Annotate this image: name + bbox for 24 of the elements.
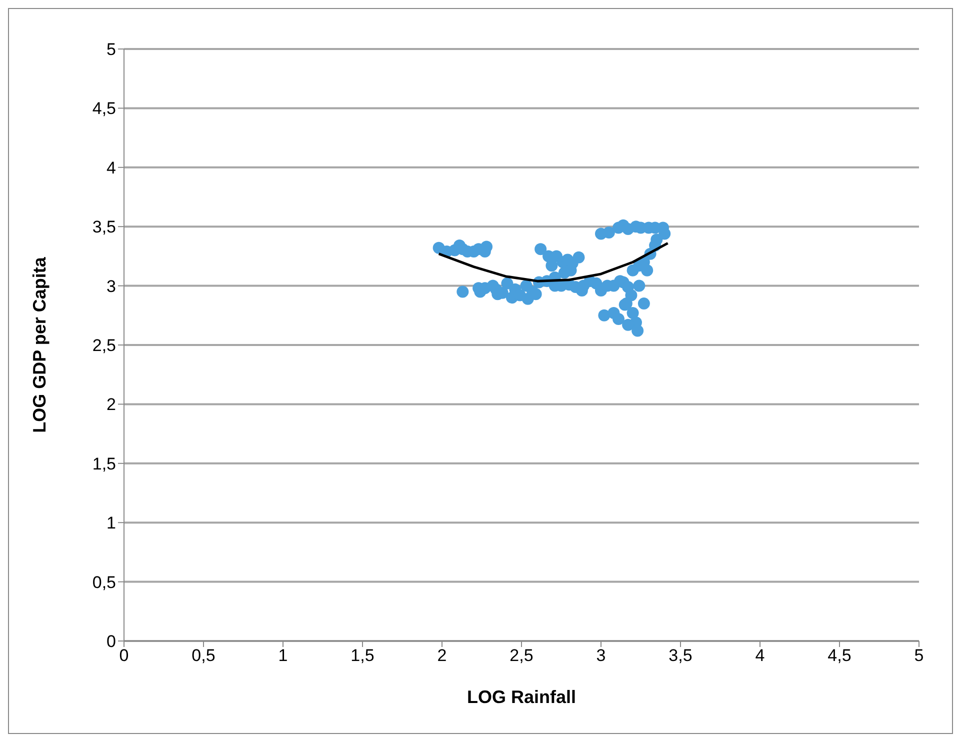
y-axis-title: LOG GDP per Capita	[29, 256, 50, 433]
x-tick-label: 0,5	[192, 646, 216, 666]
y-tick-label: 4,5	[92, 99, 116, 118]
x-tick-label: 4,5	[828, 646, 852, 666]
y-tick-label: 0	[106, 632, 116, 652]
x-axis-title: LOG Rainfall	[466, 687, 576, 707]
y-tick-label: 2	[106, 395, 116, 414]
y-tick-label: 2,5	[92, 336, 116, 356]
y-tick-label: 4	[106, 158, 116, 178]
y-tick-label: 0,5	[92, 572, 116, 592]
y-tick-label: 1	[106, 514, 116, 533]
x-tick-label: 1,5	[350, 646, 374, 666]
x-tick-label: 2	[437, 646, 447, 666]
x-tick-label: 0	[119, 646, 129, 666]
y-tick-label: 3,5	[92, 218, 116, 237]
x-tick-label: 3,5	[668, 646, 692, 666]
y-tick-label: 5	[106, 40, 116, 60]
x-tick-label: 1	[278, 646, 288, 666]
x-tick-label: 5	[914, 646, 924, 666]
y-tick-label: 1,5	[92, 454, 116, 474]
x-tick-label: 4	[755, 646, 765, 666]
x-tick-label: 2,5	[510, 646, 534, 666]
y-tick-label: 3	[106, 276, 116, 296]
x-tick-label: 3	[596, 646, 606, 666]
